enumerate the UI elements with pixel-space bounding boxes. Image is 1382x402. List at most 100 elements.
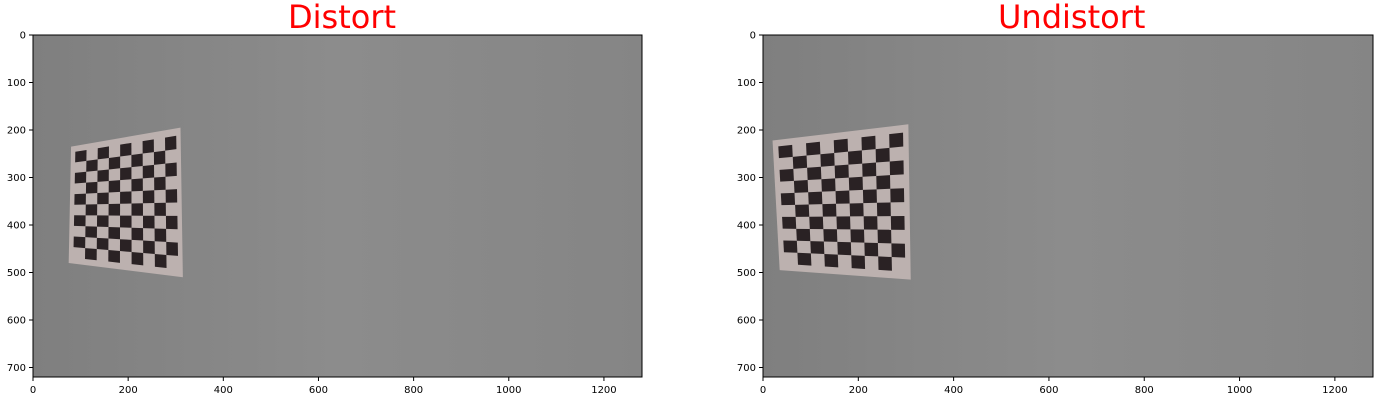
y-tick-label: 700 (7, 363, 26, 374)
checker-square (131, 227, 144, 241)
y-tick-label: 100 (7, 78, 26, 89)
x-tick-label: 600 (1039, 385, 1058, 396)
y-tick-label: 0 (750, 31, 756, 42)
x-tick-label: 0 (760, 385, 766, 396)
checker-square (154, 228, 167, 242)
checker-square (108, 156, 121, 170)
checker-square (131, 153, 143, 168)
checker-square (889, 160, 904, 176)
checker-square (120, 215, 132, 228)
checker-square (823, 229, 838, 242)
y-tick-label: 600 (737, 316, 756, 327)
checker-square (861, 135, 876, 151)
checker-square (96, 215, 109, 228)
checker-square (74, 171, 87, 184)
checker-square (108, 180, 121, 193)
checker-square (797, 252, 812, 266)
checker-square (878, 256, 892, 271)
checker-square (85, 204, 98, 216)
checker-square (877, 229, 892, 244)
checker-square (835, 190, 850, 204)
y-tick-label: 100 (737, 78, 756, 89)
checker-square (824, 254, 839, 268)
checker-square (165, 215, 178, 230)
x-tick-label: 600 (309, 385, 328, 396)
checker-square (165, 189, 178, 203)
checker-square (120, 167, 132, 181)
checker-square (75, 149, 87, 163)
left-panel-title: Distort (288, 0, 397, 36)
checker-square (165, 162, 177, 177)
checker-square (807, 166, 822, 181)
checker-square (142, 139, 154, 154)
x-tick-label: 1000 (496, 385, 521, 396)
checker-square (793, 180, 809, 193)
checker-square (778, 144, 793, 159)
checker-square (820, 152, 835, 167)
checker-square (119, 239, 132, 252)
checker-square (848, 176, 863, 191)
checker-square (821, 178, 836, 192)
checker-square (73, 215, 86, 227)
checker-square (851, 255, 866, 270)
checker-square (875, 147, 890, 163)
checker-square (864, 242, 879, 257)
y-tick-label: 600 (7, 316, 26, 327)
y-tick-label: 400 (7, 221, 26, 232)
panel-0-frame (32, 34, 643, 378)
checker-square (795, 204, 810, 217)
checker-square (834, 164, 849, 179)
y-tick-label: 300 (737, 173, 756, 184)
checker-square (108, 203, 121, 216)
checker-square (783, 240, 798, 253)
checker-square (142, 215, 155, 229)
y-tick-label: 700 (737, 363, 756, 374)
checker-square (780, 192, 796, 206)
checker-square (862, 162, 877, 177)
checker-square (808, 191, 823, 205)
checker-square (120, 191, 132, 204)
checker-square (96, 237, 109, 251)
checker-square (806, 141, 821, 156)
checker-square (876, 202, 891, 217)
y-tick-label: 300 (7, 173, 26, 184)
checker-square (142, 190, 155, 204)
x-tick-label: 400 (944, 385, 963, 396)
checker-square (890, 215, 905, 230)
y-tick-label: 500 (7, 268, 26, 279)
checker-square (863, 216, 878, 230)
checker-square (837, 241, 852, 256)
y-tick-label: 500 (737, 268, 756, 279)
checker-square (85, 181, 98, 194)
checker-square (153, 150, 166, 165)
y-tick-label: 400 (737, 221, 756, 232)
checker-square (108, 227, 121, 240)
y-tick-label: 0 (20, 31, 26, 42)
checker-square (850, 229, 865, 243)
x-tick-label: 1000 (1227, 385, 1252, 396)
checker-square (891, 243, 906, 258)
checker-square (120, 142, 132, 157)
panel-1-frame (762, 34, 1374, 378)
checker-square (848, 150, 863, 165)
checker-square (108, 250, 120, 263)
checker-square (862, 189, 877, 204)
x-tick-label: 1200 (591, 385, 616, 396)
checker-square (833, 138, 849, 153)
checker-square (889, 132, 904, 148)
checker-square (782, 216, 797, 229)
checker-square (810, 241, 825, 255)
checker-square (154, 202, 166, 216)
checker-square (836, 216, 851, 230)
checker-square (154, 176, 166, 191)
checker-square (97, 146, 109, 160)
right-panel-title: Undistort (998, 0, 1146, 36)
checker-square (85, 226, 97, 238)
x-tick-label: 1200 (1322, 385, 1347, 396)
checker-square (796, 228, 811, 242)
checker-square (154, 253, 167, 268)
checker-square (74, 193, 86, 205)
x-tick-label: 200 (849, 385, 868, 396)
checker-square (131, 178, 143, 192)
